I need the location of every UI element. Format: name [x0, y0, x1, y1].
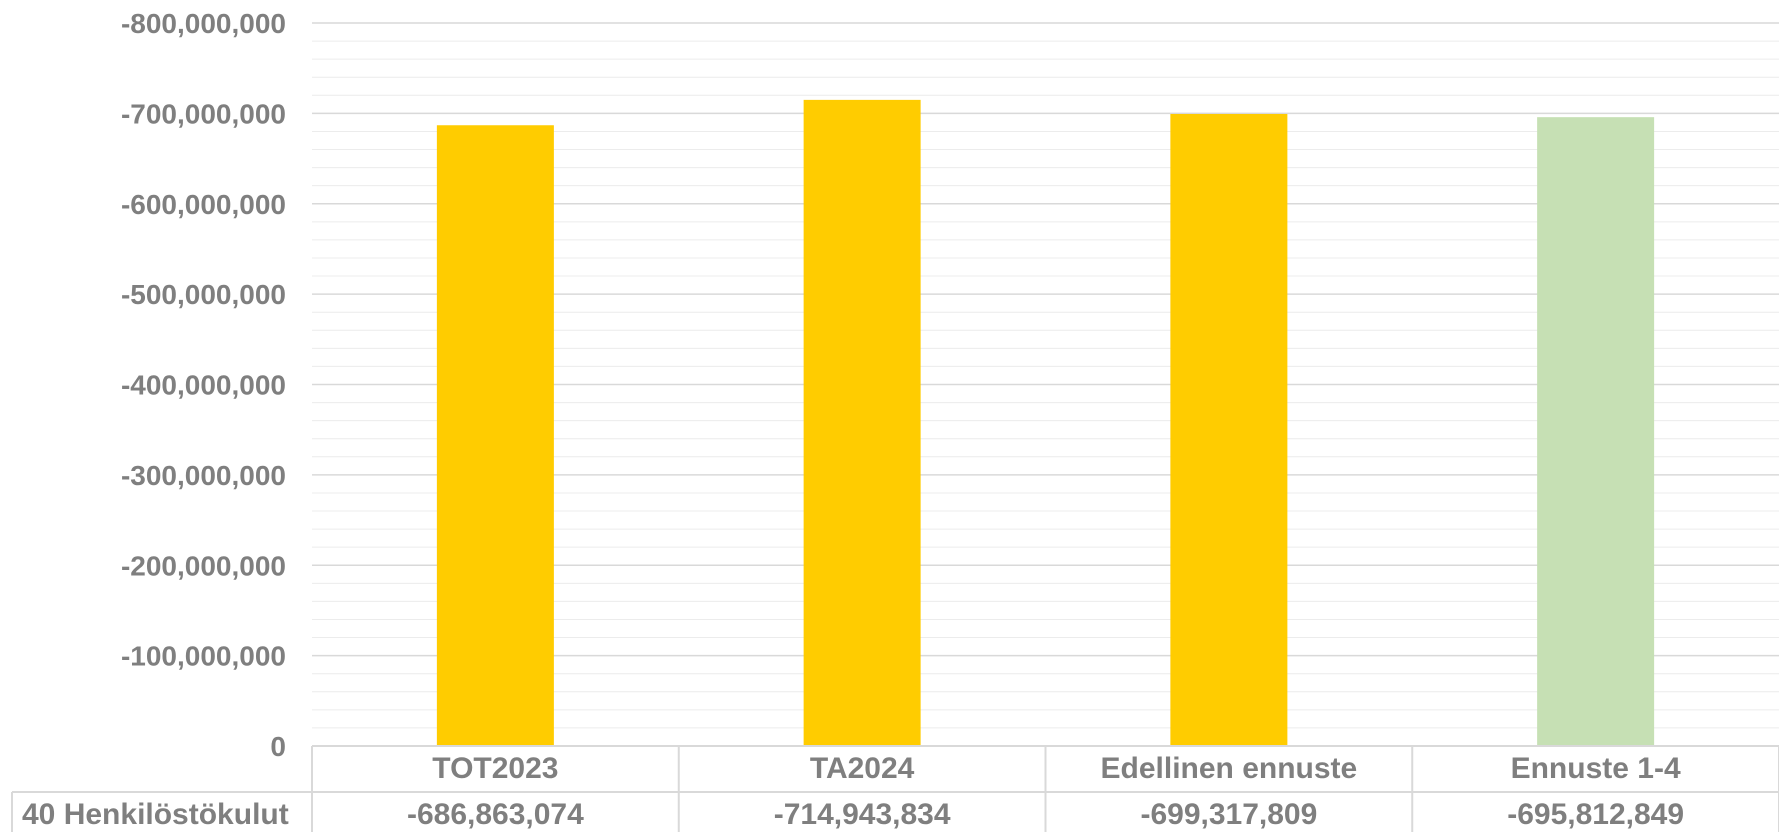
- y-axis-tick-labels: 0 -100,000,000 -200,000,000 -300,000,000 -40…: [121, 8, 286, 762]
- y-tick-label: -100,000,000: [121, 641, 286, 672]
- bars: [436, 99, 1655, 747]
- series-name-label: 40 Henkilöstökulut: [22, 798, 289, 831]
- bar: [1537, 117, 1655, 747]
- y-tick-label: 0: [270, 731, 286, 762]
- category-label: TOT2023: [432, 752, 558, 785]
- category-label: Ennuste 1-4: [1511, 752, 1681, 785]
- table-value-cell: -686,863,074: [407, 798, 584, 831]
- data-table: TOT2023 TA2024 Edellinen ennuste Ennuste 1-…: [11, 745, 1779, 832]
- table-value-cell: -714,943,834: [774, 798, 951, 831]
- y-tick-label: -200,000,000: [121, 550, 286, 581]
- category-label: TA2024: [810, 752, 915, 785]
- gridlines: [312, 22, 1779, 729]
- y-tick-label: -500,000,000: [121, 279, 286, 310]
- bar: [803, 99, 921, 746]
- y-tick-label: -600,000,000: [121, 189, 286, 220]
- category-label: Edellinen ennuste: [1101, 752, 1358, 785]
- bar: [436, 125, 554, 746]
- y-tick-label: -400,000,000: [121, 370, 286, 401]
- table-value-cell: -699,317,809: [1140, 798, 1317, 831]
- y-tick-label: -800,000,000: [121, 8, 286, 39]
- bar: [1170, 113, 1288, 747]
- y-tick-label: -700,000,000: [121, 98, 286, 129]
- table-value-cell: -695,812,849: [1507, 798, 1684, 831]
- y-tick-label: -300,000,000: [121, 460, 286, 491]
